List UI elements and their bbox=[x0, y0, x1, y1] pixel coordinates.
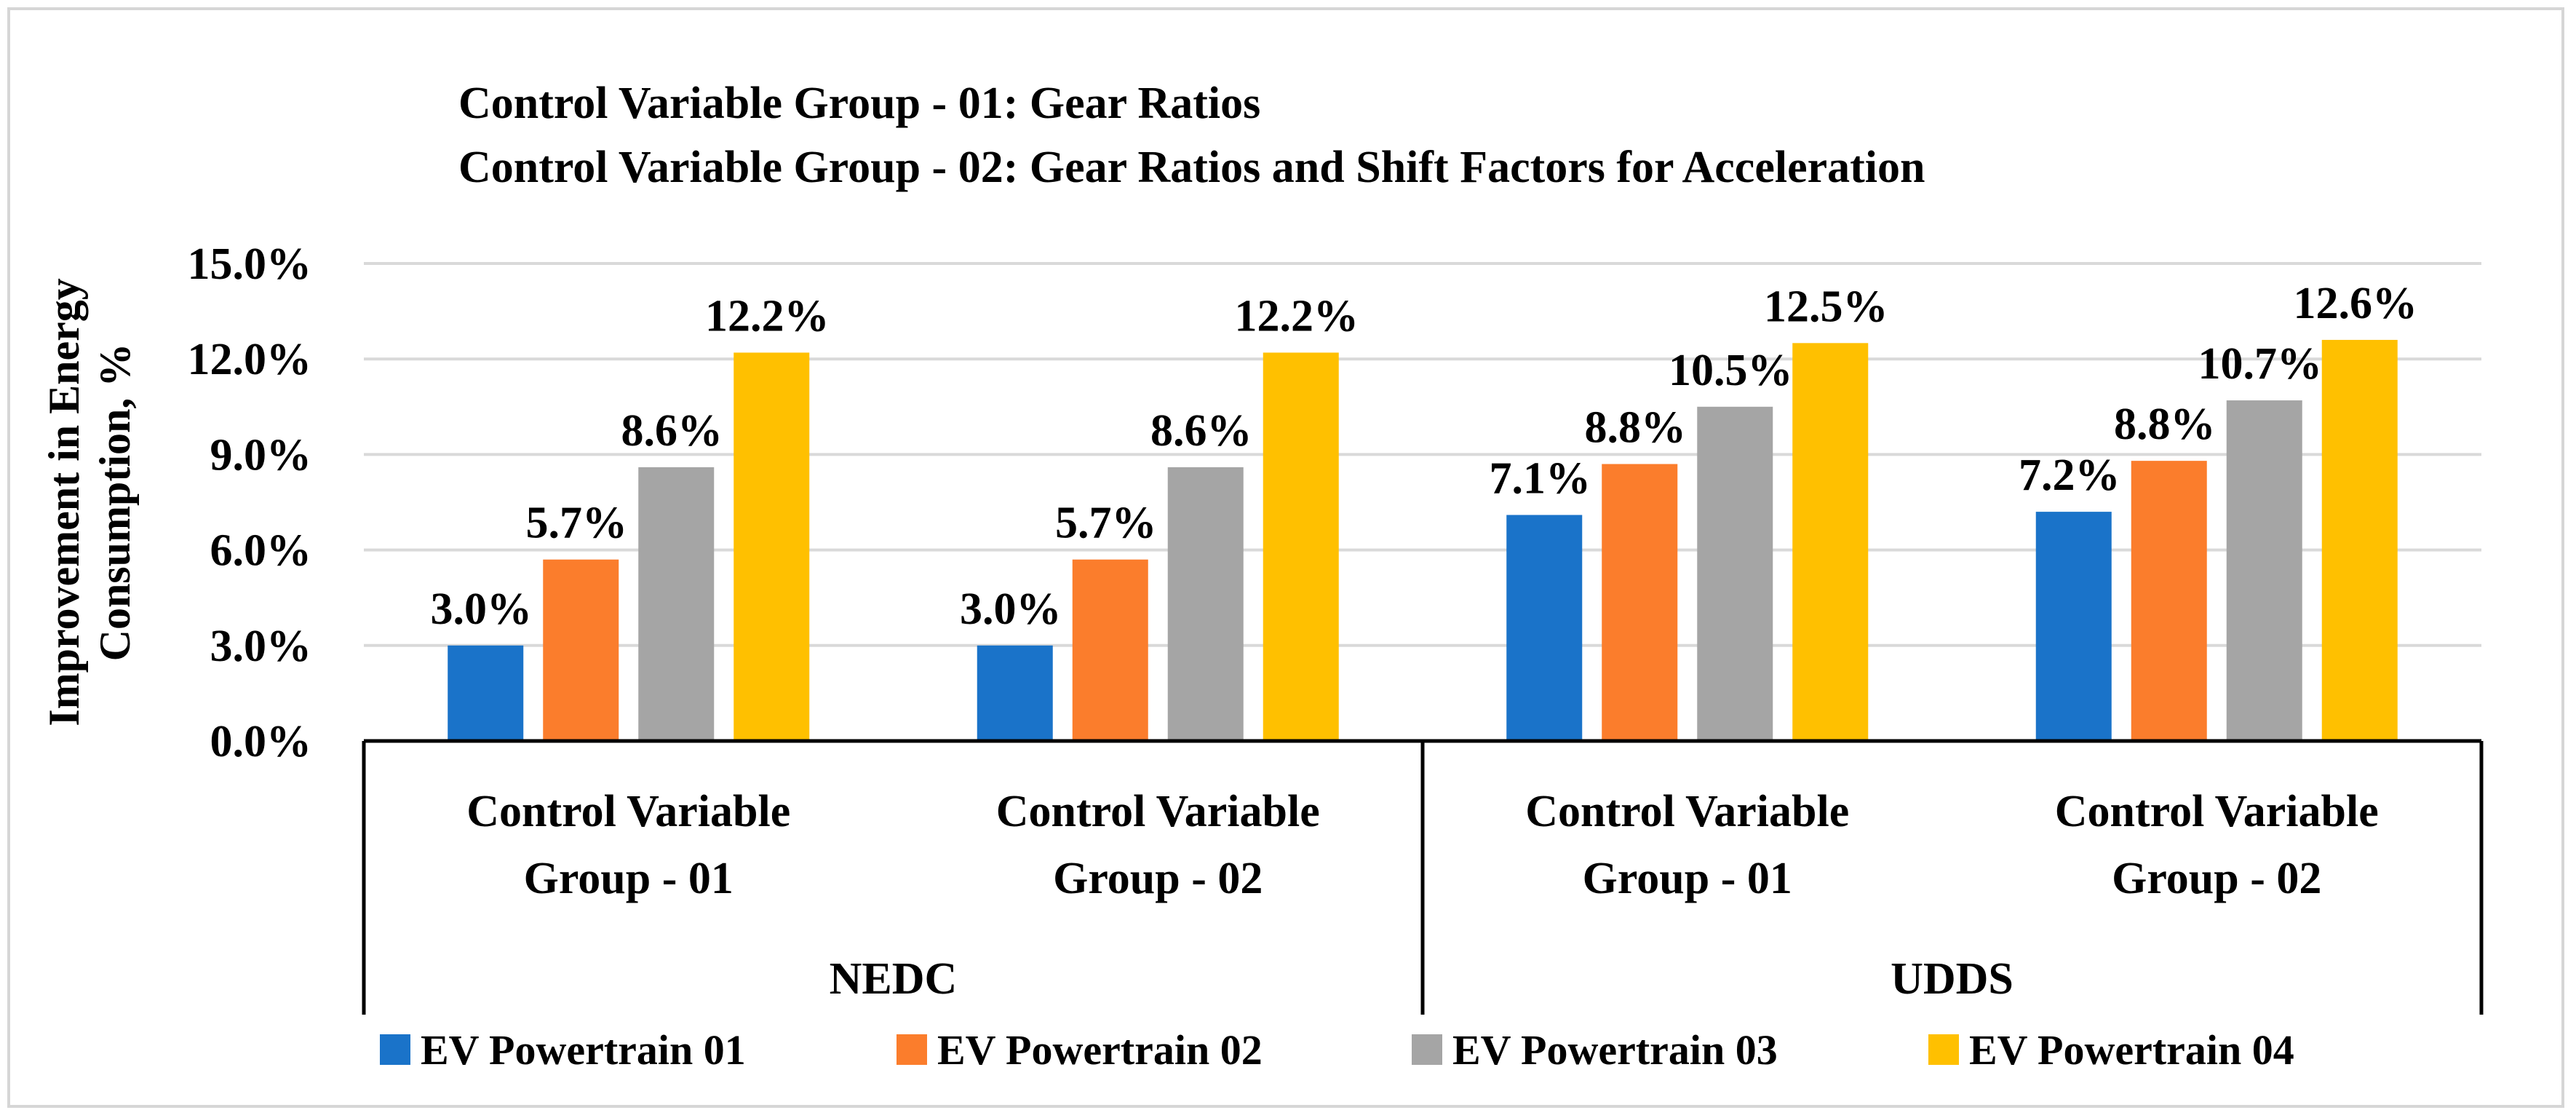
bar bbox=[1697, 406, 1773, 741]
legend-label: EV Powertrain 02 bbox=[937, 1026, 1263, 1074]
data-label: 12.2% bbox=[1235, 291, 1359, 341]
data-label: 7.1% bbox=[1490, 453, 1591, 503]
data-label: 10.5% bbox=[1669, 346, 1793, 395]
bars bbox=[448, 339, 2398, 742]
y-axis-label: Improvement in Energy Consumption, % bbox=[40, 278, 139, 726]
bar bbox=[734, 352, 810, 741]
bar bbox=[2226, 400, 2302, 741]
data-label: 10.7% bbox=[2198, 339, 2323, 389]
x-group-label: UDDS bbox=[1891, 954, 2014, 1004]
x-category-label: Control Variable bbox=[1525, 787, 1849, 836]
data-label: 7.2% bbox=[2019, 451, 2120, 500]
bar bbox=[638, 467, 715, 741]
legend: EV Powertrain 01 EV Powertrain 02 EV Power… bbox=[380, 1026, 2294, 1074]
bar bbox=[2321, 339, 2398, 742]
x-category-label: Control Variable bbox=[2055, 787, 2379, 836]
y-tick-label: 6.0% bbox=[210, 526, 312, 576]
bar bbox=[977, 645, 1053, 741]
data-label: 5.7% bbox=[526, 499, 628, 548]
data-labels: 3.0%5.7%8.6%12.2%3.0%5.7%8.6%12.2%7.1%8.… bbox=[431, 279, 2418, 634]
legend-swatch bbox=[380, 1034, 410, 1065]
y-axis-label-line-2: Consumption, % bbox=[91, 344, 139, 662]
bar bbox=[1792, 343, 1869, 741]
y-tick-label: 15.0% bbox=[188, 239, 312, 289]
y-tick-label: 3.0% bbox=[210, 622, 312, 671]
y-axis-ticks: 0.0% 3.0% 6.0% 9.0% 12.0% 15.0% bbox=[188, 239, 312, 766]
x-category-label: Group - 01 bbox=[1583, 854, 1792, 903]
legend-label: EV Powertrain 03 bbox=[1452, 1026, 1778, 1074]
data-label: 8.8% bbox=[1585, 403, 1687, 453]
data-label: 12.2% bbox=[705, 291, 830, 341]
y-tick-label: 12.0% bbox=[188, 335, 312, 384]
x-axis: Control Variable Group - 01 Control Variab… bbox=[362, 739, 2484, 1015]
bar bbox=[1602, 464, 1678, 741]
data-label: 8.6% bbox=[621, 406, 723, 456]
legend-swatch bbox=[1928, 1034, 1959, 1065]
x-category-label: Control Variable bbox=[466, 787, 790, 836]
data-label: 8.6% bbox=[1150, 406, 1252, 456]
legend-label: EV Powertrain 01 bbox=[421, 1026, 746, 1074]
bar bbox=[2035, 512, 2112, 741]
data-label: 12.5% bbox=[1764, 282, 1888, 331]
gridlines bbox=[364, 262, 2481, 647]
y-tick-label: 9.0% bbox=[210, 430, 312, 480]
bar bbox=[1072, 559, 1148, 741]
x-category-label: Group - 01 bbox=[524, 854, 734, 903]
x-category-label: Control Variable bbox=[996, 787, 1320, 836]
legend-swatch bbox=[1412, 1034, 1442, 1065]
y-tick-label: 0.0% bbox=[210, 717, 312, 766]
x-category-label: Group - 02 bbox=[2112, 854, 2321, 903]
bar bbox=[1506, 515, 1583, 741]
bar bbox=[1167, 467, 1244, 741]
data-label: 8.8% bbox=[2114, 400, 2216, 449]
data-label: 3.0% bbox=[960, 584, 1062, 634]
x-group-label: NEDC bbox=[830, 954, 958, 1004]
chart-title-line-2: Control Variable Group - 02: Gear Ratios… bbox=[458, 143, 1925, 192]
legend-label: EV Powertrain 04 bbox=[1969, 1026, 2294, 1074]
data-label: 5.7% bbox=[1055, 499, 1157, 548]
legend-swatch bbox=[897, 1034, 927, 1065]
bar bbox=[448, 645, 524, 741]
data-label: 3.0% bbox=[431, 584, 533, 634]
chart-title-line-1: Control Variable Group - 01: Gear Ratios bbox=[458, 79, 1260, 128]
bar bbox=[1263, 352, 1339, 741]
y-axis-label-line-1: Improvement in Energy bbox=[40, 278, 88, 726]
bar bbox=[2131, 461, 2207, 741]
bar bbox=[543, 559, 619, 741]
data-label: 12.6% bbox=[2294, 279, 2418, 328]
x-category-label: Group - 02 bbox=[1053, 854, 1263, 903]
